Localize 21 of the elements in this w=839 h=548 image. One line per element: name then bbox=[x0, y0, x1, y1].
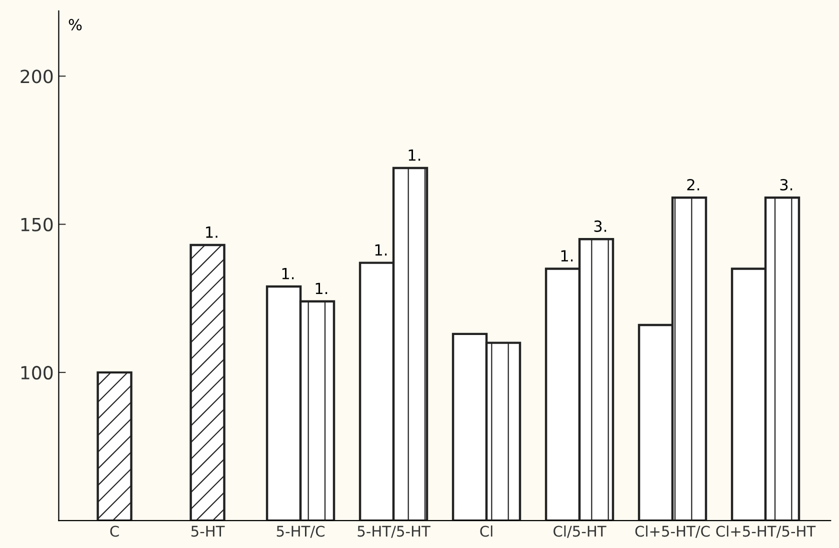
x-tick-label: Cl bbox=[480, 525, 492, 537]
y-tick-label: 100 bbox=[21, 366, 53, 380]
annotation: 2. bbox=[687, 178, 700, 190]
annotation: 3. bbox=[780, 178, 792, 191]
x-tick-label: 5-HT/5-HT bbox=[358, 526, 430, 538]
annotation: 1. bbox=[316, 282, 328, 294]
x-tick-label: Cl+5-HT/5-HT bbox=[716, 525, 816, 538]
annotation: 1. bbox=[206, 226, 218, 238]
annotation: 1. bbox=[282, 268, 294, 280]
annotation: 1. bbox=[375, 244, 387, 256]
x-tick-label: Cl+5-HT/C bbox=[635, 525, 710, 538]
y-axis-title: % bbox=[68, 18, 82, 30]
annotation: 1. bbox=[561, 250, 573, 262]
annotation: 1. bbox=[408, 150, 420, 161]
annotation: 3. bbox=[594, 220, 606, 232]
x-tick-label: Cl/5-HT bbox=[554, 525, 606, 538]
x-tick-label: C bbox=[110, 526, 119, 537]
y-tick-label: 150 bbox=[21, 218, 53, 232]
y-tick-label: 200 bbox=[20, 70, 53, 84]
x-tick-label: 5-HT bbox=[191, 526, 225, 537]
x-tick-label: 5-HT/C bbox=[276, 526, 324, 538]
